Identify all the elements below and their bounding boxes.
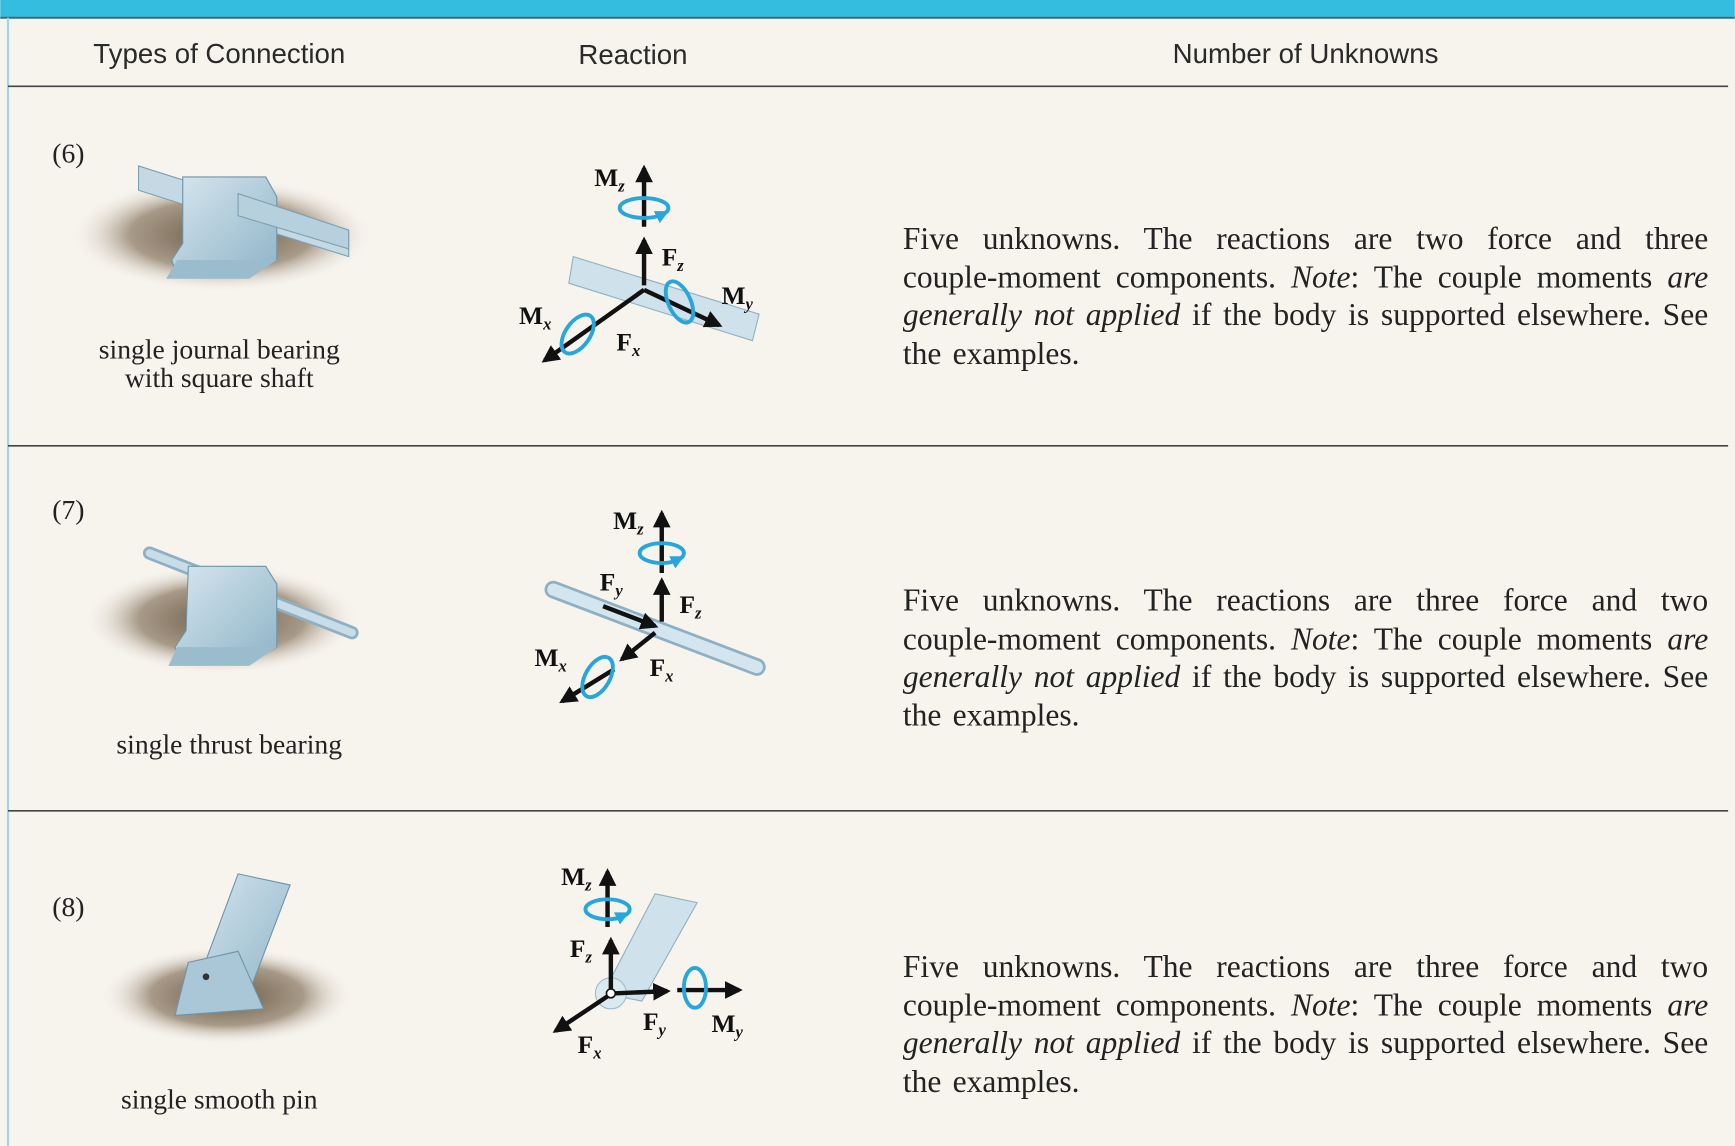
pin-illustration <box>99 873 355 1046</box>
reaction-label: Fx <box>650 653 674 686</box>
text: if the body is supported elsewhere. See … <box>902 298 1709 372</box>
caption: single journal bearing <box>99 333 340 364</box>
text: if the body is supported elsewhere. See … <box>902 1026 1709 1099</box>
column-header: Number of Unknowns <box>1173 38 1439 69</box>
top-bar <box>0 0 1735 17</box>
reaction-diagram <box>541 164 760 363</box>
reaction-label: Fy <box>600 568 624 601</box>
reaction-diagram <box>544 509 766 704</box>
description: Five unknowns. The reactions are three f… <box>903 949 1708 1102</box>
reaction-label: Fy <box>643 1007 667 1040</box>
row-number: (7) <box>52 494 84 525</box>
column-header: Types of Connection <box>93 38 345 69</box>
reaction-label: Mz <box>613 506 644 539</box>
emphasis: are generally not applied <box>902 260 1709 333</box>
text: : The couple moments <box>1350 988 1668 1023</box>
caption: single thrust bearing <box>116 728 342 759</box>
bearing-illustration <box>83 546 360 675</box>
reaction-label: Fx <box>578 1030 602 1063</box>
text: Five unknowns. The reactions are two for… <box>902 222 1709 295</box>
note: Note <box>1290 988 1351 1023</box>
reaction-label: Mx <box>519 301 551 334</box>
description-box: Five unknowns. The reactions are three f… <box>903 949 1708 1102</box>
reaction-label: My <box>721 281 753 314</box>
text: Five unknowns. The reactions are three f… <box>902 584 1709 657</box>
reaction-diagram <box>552 868 743 1033</box>
description: Five unknowns. The reactions are two for… <box>903 221 1708 374</box>
reaction-label: Mx <box>535 643 567 676</box>
row-number: (8) <box>52 891 84 922</box>
text: : The couple moments <box>1350 260 1668 295</box>
text: Five unknowns. The reactions are three f… <box>902 950 1709 1023</box>
column-header: Reaction <box>578 39 687 70</box>
reaction-label: Fz <box>570 934 593 967</box>
row-number: (6) <box>52 138 84 169</box>
note: Note <box>1290 622 1351 657</box>
caption: with square shaft <box>125 362 314 393</box>
description-box: Five unknowns. The reactions are three f… <box>903 583 1708 736</box>
emphasis: are generally not applied <box>902 988 1709 1061</box>
reaction-label: Fx <box>616 328 640 361</box>
emphasis: are generally not applied <box>902 622 1709 695</box>
reaction-label: Fz <box>662 242 685 275</box>
bearing-illustration <box>68 165 375 293</box>
reaction-label: Fz <box>679 590 702 623</box>
description-box: Five unknowns. The reactions are two for… <box>903 221 1708 374</box>
reaction-label: My <box>712 1009 744 1042</box>
text: if the body is supported elsewhere. See … <box>902 660 1709 733</box>
description: Five unknowns. The reactions are three f… <box>903 583 1708 736</box>
text: : The couple moments <box>1350 622 1668 657</box>
reaction-label: Mz <box>561 862 592 895</box>
note: Note <box>1290 260 1351 295</box>
caption: single smooth pin <box>121 1083 318 1114</box>
reaction-label: Mz <box>594 163 625 196</box>
